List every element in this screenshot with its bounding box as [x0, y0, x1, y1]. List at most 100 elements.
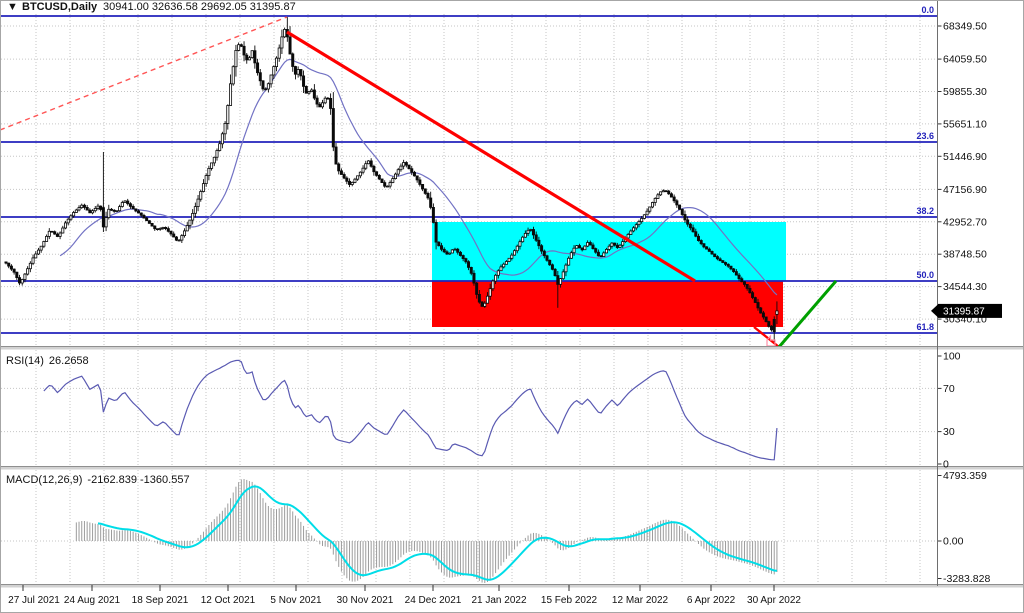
candle-body	[388, 182, 392, 187]
date-label[interactable]: 12 Oct 2021	[201, 595, 256, 606]
candle-body	[751, 292, 755, 298]
candle-body	[599, 255, 603, 258]
date-label[interactable]: 12 Mar 2022	[612, 595, 669, 606]
candle-body	[88, 209, 92, 214]
candle-body	[137, 210, 141, 214]
candle-body	[42, 241, 46, 247]
candle-body	[577, 245, 581, 249]
candle-body	[553, 268, 557, 276]
candle-body	[385, 185, 389, 188]
candle-body	[177, 239, 181, 242]
candle-body	[74, 209, 78, 213]
candle-body	[737, 274, 741, 280]
pane-separator-bar[interactable]	[1, 585, 1023, 588]
date-label[interactable]: 21 Jan 2022	[471, 595, 526, 606]
candle-body	[91, 210, 95, 214]
pane-separator-bar[interactable]	[1, 347, 1023, 350]
price-label: 38748.50	[943, 249, 987, 261]
candle-body	[502, 263, 506, 268]
rsi-scale-label: 100	[943, 351, 961, 363]
candle-body	[318, 103, 322, 108]
title-ohlc-values: 30941.00 32636.58 29692.05 31395.87	[103, 1, 296, 13]
symbol-title: BTCUSD,Daily	[22, 1, 98, 13]
date-label[interactable]: 18 Sep 2021	[132, 595, 189, 606]
candle-body	[239, 44, 243, 47]
candle-body	[212, 156, 216, 164]
candle-body	[742, 281, 746, 285]
candle-body	[185, 225, 189, 232]
price-tag	[938, 303, 1002, 318]
candle-body	[702, 243, 706, 248]
candle-body	[526, 229, 530, 234]
date-label[interactable]: 27 Jul 2021	[8, 595, 60, 606]
candle-body	[66, 218, 70, 224]
candle-body	[721, 260, 725, 263]
price-axis[interactable]: 68349.50 64059.50 59855.30 55651.10 51446.90…	[931, 1, 1002, 586]
candle-body	[345, 177, 349, 182]
date-label[interactable]: 24 Dec 2021	[405, 595, 462, 606]
candle-body	[315, 97, 319, 105]
date-label[interactable]: 6 Apr 2022	[687, 595, 736, 606]
candle-body	[748, 287, 752, 294]
candle-body	[734, 271, 738, 276]
pane-separator-bar[interactable]	[1, 467, 1023, 470]
macd-values: -2162.839 -1360.557	[87, 474, 189, 486]
fib-label: 38.2	[916, 206, 934, 216]
candle-body	[196, 198, 200, 208]
candle-body	[559, 278, 563, 285]
date-label[interactable]: 30 Nov 2021	[337, 595, 394, 606]
pane-separators[interactable]	[1, 346, 1023, 588]
time-axis[interactable]: 27 Jul 2021 24 Aug 2021 18 Sep 2021 12 Oct …	[8, 585, 801, 606]
candle-body	[456, 248, 460, 253]
date-label[interactable]: 15 Feb 2022	[541, 595, 598, 606]
candle-body	[23, 273, 27, 280]
candle-body	[540, 245, 544, 252]
candle-body	[705, 246, 709, 250]
candle-body	[429, 197, 433, 208]
candle-body	[667, 190, 671, 195]
candle-body	[215, 150, 219, 158]
candle-body	[361, 167, 365, 173]
candle-body	[4, 261, 8, 264]
candle-body	[180, 235, 184, 241]
rsi-line	[43, 359, 778, 461]
candle-body	[775, 310, 779, 315]
candle-body	[291, 53, 295, 67]
date-label[interactable]: 24 Aug 2021	[64, 595, 121, 606]
candle-body	[120, 202, 124, 207]
macd-signal-line	[97, 485, 778, 581]
moving-average-line	[59, 58, 778, 296]
candle-body	[724, 262, 728, 265]
rsi-label: RSI(14)	[6, 355, 44, 367]
candle-body	[39, 245, 43, 251]
candle-body	[513, 250, 517, 256]
downtrend-line	[286, 30, 696, 283]
symbol-dropdown-icon[interactable]: ▼	[7, 1, 18, 13]
candle-body	[399, 165, 403, 171]
candle-body	[453, 248, 457, 251]
candle-body	[561, 271, 565, 280]
candle-body	[537, 239, 541, 247]
candle-body	[653, 197, 657, 203]
candle-body	[299, 69, 303, 77]
candle-body	[756, 302, 760, 309]
candle-body	[550, 264, 554, 270]
candle-body	[245, 54, 249, 61]
price-label: 47156.90	[943, 184, 987, 196]
macd-scale-label: 4793.359	[943, 470, 987, 482]
candle-body	[310, 89, 314, 93]
candle-body	[134, 208, 138, 212]
candle-body	[312, 89, 316, 99]
candle-body	[296, 69, 300, 75]
candle-body	[107, 208, 111, 219]
candle-body	[556, 275, 560, 285]
date-label[interactable]: 30 Apr 2022	[747, 595, 801, 606]
candle-body	[472, 272, 476, 284]
candle-body	[18, 277, 22, 284]
date-label[interactable]: 5 Nov 2021	[270, 595, 322, 606]
candle-body	[164, 226, 168, 229]
candle-body	[770, 325, 774, 331]
candle-body	[648, 206, 652, 212]
candle-body	[669, 193, 673, 198]
